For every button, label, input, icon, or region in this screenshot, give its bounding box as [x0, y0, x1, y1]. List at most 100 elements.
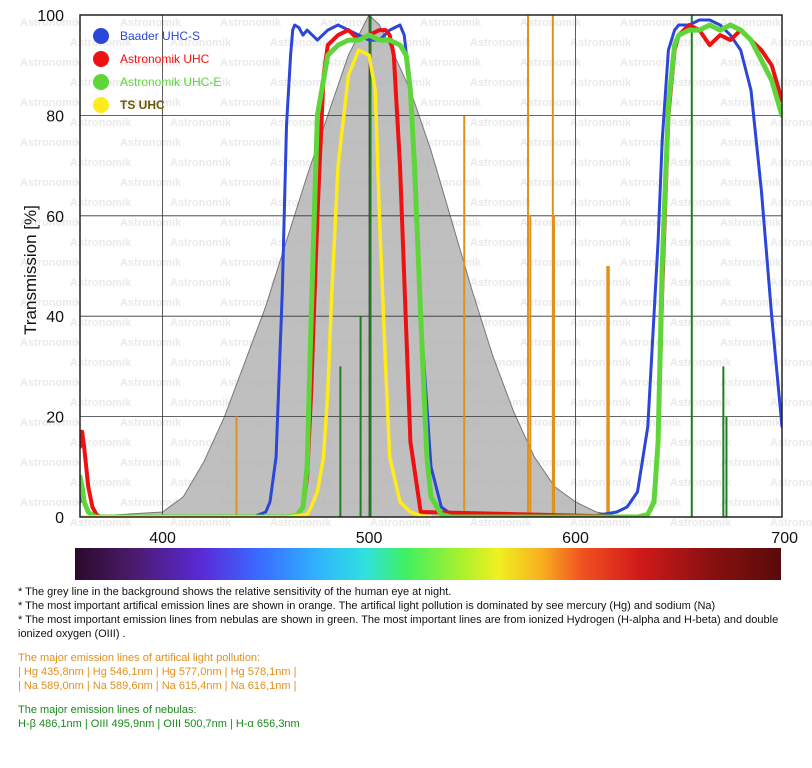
watermark-text: Astronomik [120, 497, 182, 509]
watermark-text: Astronomik [220, 177, 282, 189]
watermark-text: Astronomik [670, 277, 732, 289]
watermark-text: Astronomik [170, 117, 232, 129]
watermark-text: Astronomik [520, 177, 582, 189]
watermark-text: Astronomik [270, 77, 332, 89]
legend-marker [93, 28, 109, 44]
watermark-text: Astronomik [570, 237, 632, 249]
watermark-text: Astronomik [20, 377, 82, 389]
watermark-text: Astronomik [570, 37, 632, 49]
watermark-text: Astronomik [120, 97, 182, 109]
y-tick-label: 100 [37, 8, 64, 25]
watermark-text: Astronomik [70, 397, 132, 409]
watermark-text: Astronomik [770, 437, 812, 449]
watermark-text: Astronomik [120, 17, 182, 29]
watermark-text: Astronomik [620, 97, 682, 109]
watermark-text: Astronomik [420, 57, 482, 69]
watermark-text: Astronomik [70, 157, 132, 169]
watermark-text: Astronomik [570, 117, 632, 129]
watermark-text: Astronomik [170, 197, 232, 209]
watermark-text: Astronomik [170, 277, 232, 289]
watermark-text: Astronomik [720, 417, 782, 429]
watermark-text: Astronomik [20, 57, 82, 69]
watermark-text: Astronomik [620, 177, 682, 189]
watermark-text: Astronomik [770, 77, 812, 89]
legend-label: Astronomik UHC [120, 52, 210, 66]
watermark-text: Astronomik [520, 217, 582, 229]
watermark-text: Astronomik [120, 137, 182, 149]
watermark-text: Astronomik [70, 237, 132, 249]
note-pollution-lines: * The most important artifical emission … [18, 600, 716, 612]
watermark-text: Astronomik [470, 517, 532, 529]
watermark-text: Astronomik [620, 257, 682, 269]
watermark-text: Astronomik [470, 237, 532, 249]
watermark-text: Astronomik [220, 17, 282, 29]
watermark-text: Astronomik [470, 277, 532, 289]
watermark-text: Astronomik [670, 77, 732, 89]
legend-marker [93, 97, 109, 113]
watermark-text: Astronomik [670, 197, 732, 209]
watermark-text: Astronomik [120, 57, 182, 69]
watermark-text: Astronomik [120, 257, 182, 269]
watermark-text: Astronomik [570, 357, 632, 369]
watermark-text: Astronomik [20, 497, 82, 509]
watermark-text: Astronomik [770, 237, 812, 249]
watermark-text: Astronomik [20, 257, 82, 269]
watermark-text: Astronomik [520, 57, 582, 69]
y-tick-label: 40 [46, 309, 64, 326]
watermark-text: Astronomik [70, 517, 132, 529]
watermark-text: Astronomik [570, 517, 632, 529]
pollution-lines-row-2: | Na 589,0nm | Na 589,6nm | Na 615,4nm |… [18, 680, 297, 692]
watermark-text: Astronomik [770, 517, 812, 529]
watermark-text: Astronomik [70, 277, 132, 289]
watermark-text: Astronomik [620, 217, 682, 229]
y-axis-label: Transmission [%] [21, 205, 40, 335]
watermark-text: Astronomik [170, 37, 232, 49]
x-tick-label: 400 [149, 530, 176, 547]
watermark-text: Astronomik [770, 157, 812, 169]
watermark-text: Astronomik [770, 277, 812, 289]
watermark-text: Astronomik [670, 157, 732, 169]
watermark-text: Astronomik [670, 357, 732, 369]
watermark-text: Astronomik [720, 457, 782, 469]
transmission-chart: Astronomik Astronomik Astronomik Astronomik… [20, 8, 812, 580]
watermark-text: Astronomik [720, 297, 782, 309]
watermark-text: Astronomik [120, 377, 182, 389]
watermark-text: Astronomik [520, 257, 582, 269]
watermark-text: Astronomik [520, 97, 582, 109]
watermark-text: Astronomik [170, 237, 232, 249]
watermark-text: Astronomik [520, 297, 582, 309]
legend-marker [93, 51, 109, 67]
watermark-text: Astronomik [520, 137, 582, 149]
watermark-text: Astronomik [670, 477, 732, 489]
watermark-text: Astronomik [70, 357, 132, 369]
watermark-text: Astronomik [570, 397, 632, 409]
watermark-text: Astronomik [470, 197, 532, 209]
legend-marker [93, 74, 109, 90]
watermark-text: Astronomik [570, 277, 632, 289]
watermark-text: Astronomik [670, 117, 732, 129]
watermark-text: Astronomik [620, 137, 682, 149]
watermark-text: Astronomik [220, 57, 282, 69]
watermark-text: Astronomik [270, 37, 332, 49]
watermark-text: Astronomik [370, 517, 432, 529]
watermark-text: Astronomik [420, 97, 482, 109]
watermark-text: Astronomik [170, 357, 232, 369]
watermark-text: Astronomik [570, 317, 632, 329]
watermark-text: Astronomik [470, 157, 532, 169]
watermark-text: Astronomik [20, 177, 82, 189]
note-eye-sensitivity: * The grey line in the background shows … [18, 586, 452, 598]
watermark-text: Astronomik [720, 217, 782, 229]
watermark-text: Astronomik [170, 157, 232, 169]
y-tick-label: 60 [46, 209, 64, 226]
watermark-text: Astronomik [770, 317, 812, 329]
legend-label: Astronomik UHC-E [120, 75, 221, 89]
watermark-text: Astronomik [120, 217, 182, 229]
spectrum-bar [75, 548, 781, 580]
watermark-text: Astronomik [170, 77, 232, 89]
watermark-text: Astronomik [470, 117, 532, 129]
watermark-text: Astronomik [570, 157, 632, 169]
watermark-text: Astronomik [720, 497, 782, 509]
watermark-text: Astronomik [470, 317, 532, 329]
watermark-text: Astronomik [70, 477, 132, 489]
watermark-text: Astronomik [470, 37, 532, 49]
